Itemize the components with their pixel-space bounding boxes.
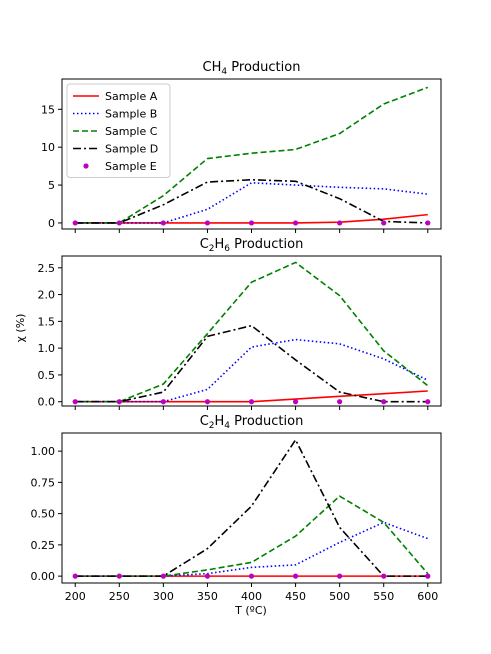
x-tick-label: 550	[373, 590, 394, 603]
panel-1: CH4 Production 0 5 10 15	[41, 60, 442, 233]
legend-label: Sample E	[105, 160, 157, 173]
series-sample-e-point	[160, 220, 166, 226]
x-tick-label: 350	[197, 590, 218, 603]
y-tick-label: 1.00	[31, 445, 56, 458]
series-sample-e-point	[72, 573, 78, 579]
panel-2: C2H6 Production 0.0 0.5 1.0 1.5 2.0 2.5	[38, 237, 442, 410]
series-sample-e-point	[160, 573, 166, 579]
x-tick-label: 600	[417, 590, 438, 603]
y-tick-label: 2.5	[38, 262, 56, 275]
panel-3: C2H4 Production 0.00 0.25 0.50 0.75 1.00 200 25…	[31, 414, 442, 603]
y-tick-label: 2.0	[38, 289, 56, 302]
y-tick-label: 0.00	[31, 570, 56, 583]
legend-label: Sample C	[105, 125, 158, 138]
legend-marker	[83, 163, 89, 169]
axes-frame	[61, 255, 442, 407]
series-sample-b-line	[75, 521, 429, 577]
series-sample-c-line	[75, 86, 429, 224]
series-sample-e-point	[248, 573, 255, 579]
legend-entry: Sample A	[73, 90, 158, 103]
series-sample-e-point	[72, 399, 78, 405]
panels: CH4 Production 0 5 10 15 C2H6 Production 0.0 0.…	[31, 60, 442, 603]
y-axis-label: χ (%)	[14, 314, 27, 343]
x-axis-label: T (ºC)	[234, 604, 267, 617]
series-sample-e-point	[248, 399, 255, 405]
series-sample-e-point	[425, 399, 431, 405]
series-sample-e-point	[204, 220, 211, 226]
series-sample-e-point	[116, 399, 122, 405]
series-sample-e-point	[116, 573, 122, 579]
y-tick-label: 0.50	[31, 508, 56, 521]
series-sample-e-point	[425, 220, 431, 226]
series-sample-e-point	[292, 220, 299, 226]
legend-label: Sample B	[105, 108, 157, 121]
series-sample-e-point	[337, 220, 343, 226]
series-sample-d-line	[75, 178, 428, 224]
legend-label: Sample D	[105, 143, 158, 156]
x-tick-label: 400	[241, 590, 262, 603]
panel-title: C2H4 Production	[200, 414, 304, 431]
y-tick-label: 1.5	[38, 315, 56, 328]
legend-entry: Sample B	[73, 108, 157, 121]
series-sample-e-point	[248, 220, 255, 226]
legend: Sample A Sample B Sample C Sample D Sample E	[66, 83, 171, 178]
series-sample-b-line	[75, 338, 429, 403]
legend-label: Sample A	[105, 90, 158, 103]
y-tick-label: 0.5	[38, 369, 56, 382]
series-sample-e-point	[292, 399, 299, 405]
y-tick-label: 5	[48, 179, 55, 192]
series-sample-e-point	[337, 573, 343, 579]
panel-title: CH4 Production	[203, 60, 301, 77]
y-tick-label: 1.0	[38, 342, 56, 355]
y-tick-label: 0.0	[38, 396, 56, 409]
x-tick-label: 250	[109, 590, 130, 603]
y-tick-label: 0	[48, 217, 55, 230]
series-sample-e-point	[116, 220, 122, 226]
x-tick-label: 450	[285, 590, 306, 603]
legend-entry: Sample E	[83, 160, 157, 173]
y-tick-label: 0.75	[31, 476, 56, 489]
y-tick-label: 15	[41, 103, 55, 116]
x-tick-label: 200	[65, 590, 86, 603]
series-sample-c-line	[75, 261, 429, 403]
series-sample-e-point	[204, 573, 211, 579]
y-tick-label: 0.25	[31, 539, 56, 552]
series-sample-e-point	[72, 220, 78, 226]
series-sample-e-point	[381, 220, 387, 226]
legend-entry: Sample D	[73, 143, 158, 156]
series-sample-e-point	[381, 573, 387, 579]
series-sample-e-point	[160, 399, 166, 405]
x-tick-label: 300	[153, 590, 174, 603]
series-sample-d-line	[75, 439, 428, 577]
panel-title: C2H6 Production	[200, 237, 304, 254]
series-sample-e-point	[381, 399, 387, 405]
series-sample-e-point	[292, 573, 299, 579]
legend-entry: Sample C	[73, 125, 158, 138]
x-tick-label: 500	[329, 590, 350, 603]
series-sample-d-line	[75, 324, 428, 403]
series-sample-e-point	[204, 399, 211, 405]
series-sample-e-point	[337, 399, 343, 405]
series-sample-c-line	[75, 495, 429, 577]
series-sample-e-point	[425, 573, 431, 579]
y-tick-label: 10	[41, 141, 55, 154]
legend-box	[66, 83, 171, 178]
axes-frame	[61, 432, 442, 584]
